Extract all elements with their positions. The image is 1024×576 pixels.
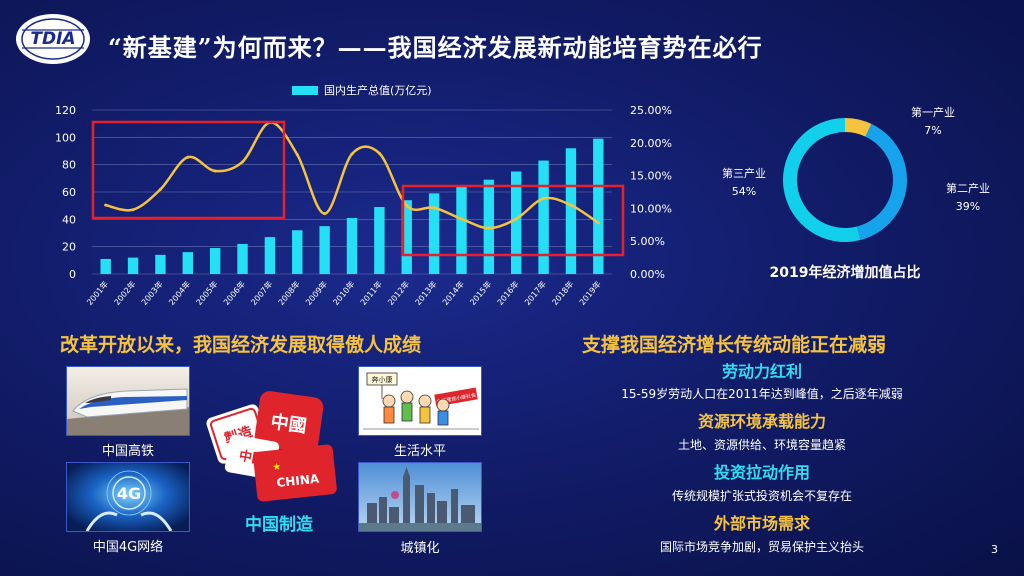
growth-rate-point (186, 155, 190, 159)
made-in-china-caption: 中国制造 (245, 515, 313, 535)
high-speed-rail-caption: 中国高铁 (101, 444, 154, 459)
growth-rate-point (213, 169, 217, 173)
4g-network-image: 4G (66, 462, 190, 532)
bar-gdp (401, 200, 412, 274)
point-resource-text: 土地、资源供给、环境容量趋紧 (677, 438, 846, 452)
sector-donut-chart (782, 118, 907, 242)
donut-slice (845, 118, 872, 137)
y-tick-label: 0 (69, 268, 76, 281)
bar-gdp (374, 207, 385, 274)
donut-slice (782, 118, 861, 242)
y-tick-label: 80 (62, 159, 76, 172)
made-in-china-image: 製造 中國 中國 ★ CHINA (206, 391, 337, 502)
growth-rate-point (131, 208, 135, 212)
y2-tick-label: 10.00% (630, 202, 672, 215)
growth-rate-point (405, 204, 409, 208)
stamp-text-china: CHINA (276, 471, 321, 489)
bar-gdp (264, 237, 276, 274)
highlight-box-early (91, 120, 286, 220)
growth-rate-point (542, 197, 546, 201)
svg-text:4G: 4G (117, 484, 141, 503)
living-standard-caption: 生活水平 (393, 444, 446, 459)
stamp-text-zhongguo-1: 中國 (269, 411, 308, 438)
page-number: 3 (991, 543, 998, 556)
bar-gdp (155, 254, 166, 274)
left-section-heading: 改革开放以来，我国经济发展取得傲人成绩 (60, 334, 422, 356)
living-sign-text: 奔小康 (372, 375, 393, 384)
bar-gdp (237, 243, 248, 274)
pie-label-secondary-name: 第二产业 (946, 182, 990, 195)
growth-rate-point (104, 203, 108, 207)
bar-gdp (456, 186, 467, 274)
growth-rate-point (487, 226, 491, 230)
pie-label-primary-name: 第一产业 (911, 106, 955, 119)
bar-gdp (209, 248, 221, 274)
y-tick-label: 120 (55, 104, 76, 117)
bar-gdp (428, 193, 440, 274)
point-labor-title: 劳动力红利 (721, 362, 802, 381)
chart-legend: 国内生产总值(万亿元) (292, 82, 432, 98)
bar-gdp (319, 226, 330, 274)
bar-gdp (565, 148, 577, 274)
gdp-chart: 0 20 40 60 80 100 120 0.00% 5.00% 10.00% 15.00% 20.… (55, 104, 672, 281)
tdia-logo: TDIA (16, 14, 90, 64)
growth-rate-point (241, 160, 245, 164)
urbanization-caption: 城镇化 (400, 541, 440, 556)
growth-rate-point (459, 217, 463, 221)
y2-tick-label: 0.00% (630, 268, 665, 281)
growth-rate-point (158, 187, 162, 191)
bar-gdp (182, 252, 193, 274)
growth-rate-point (432, 206, 436, 210)
growth-rate-point (569, 203, 573, 207)
point-market-text: 国际市场竞争加剧，贸易保护主义抬头 (659, 540, 864, 554)
urbanization-image (358, 462, 482, 532)
y2-tick-label: 5.00% (630, 235, 665, 248)
legend-swatch-gdp (292, 85, 318, 95)
growth-rate-point (323, 212, 327, 216)
y-tick-label: 40 (62, 213, 76, 226)
point-labor-text: 15-59岁劳动人口在2011年达到峰值，之后逐年减弱 (621, 387, 903, 401)
highlight-box-recent (401, 184, 625, 257)
y2-tick-label: 15.00% (630, 170, 672, 183)
y-tick-label: 20 (62, 241, 76, 254)
point-resource-title: 资源环境承载能力 (697, 412, 826, 431)
y2-tick-label: 20.00% (630, 137, 672, 150)
pie-label-primary-value: 7% (924, 124, 942, 137)
bar-gdp (511, 171, 522, 274)
donut-slice (856, 123, 907, 241)
y-tick-label: 60 (62, 186, 76, 199)
point-investment-title: 投资拉动作用 (713, 463, 810, 482)
point-market-title: 外部市场需求 (713, 514, 810, 533)
svg-text:★: ★ (272, 461, 282, 473)
pie-label-tertiary-name: 第三产业 (722, 167, 766, 180)
living-standard-image: 奔小康 全面建成小康社会 (358, 366, 482, 436)
4g-network-caption: 中国4G网络 (92, 540, 164, 555)
y-tick-label: 100 (55, 131, 76, 144)
donut-title: 2019年经济增加值占比 (769, 265, 921, 281)
high-speed-rail-image (66, 366, 190, 436)
pie-label-secondary-value: 39% (955, 200, 981, 213)
bar-gdp (593, 138, 604, 274)
bar-gdp (292, 230, 303, 274)
y2-tick-label: 25.00% (630, 104, 672, 117)
bar-gdp (538, 160, 549, 274)
right-section-heading: 支撑我国经济增长传统动能正在减弱 (582, 334, 887, 356)
logo-text: TDIA (30, 29, 75, 49)
bar-gdp (346, 217, 358, 274)
pie-label-secondary: 第二产业 39% (933, 180, 1003, 216)
growth-rate-point (295, 153, 299, 157)
legend-label-gdp: 国内生产总值(万亿元) (324, 84, 432, 97)
page-title: “新基建”为何而来？——我国经济发展新动能培育势在必行 (108, 33, 763, 62)
pie-label-tertiary: 第三产业 54% (709, 165, 779, 201)
growth-rate-point (596, 221, 600, 225)
bar-gdp (100, 258, 111, 274)
growth-rate-point (350, 152, 354, 156)
pie-label-primary: 第一产业 7% (898, 104, 968, 140)
growth-rate-point (377, 151, 381, 155)
pie-label-tertiary-value: 54% (731, 185, 757, 198)
bar-gdp (127, 257, 139, 274)
point-investment-text: 传统规模扩张式投资机会不复存在 (671, 489, 852, 503)
growth-rate-point (514, 217, 518, 221)
